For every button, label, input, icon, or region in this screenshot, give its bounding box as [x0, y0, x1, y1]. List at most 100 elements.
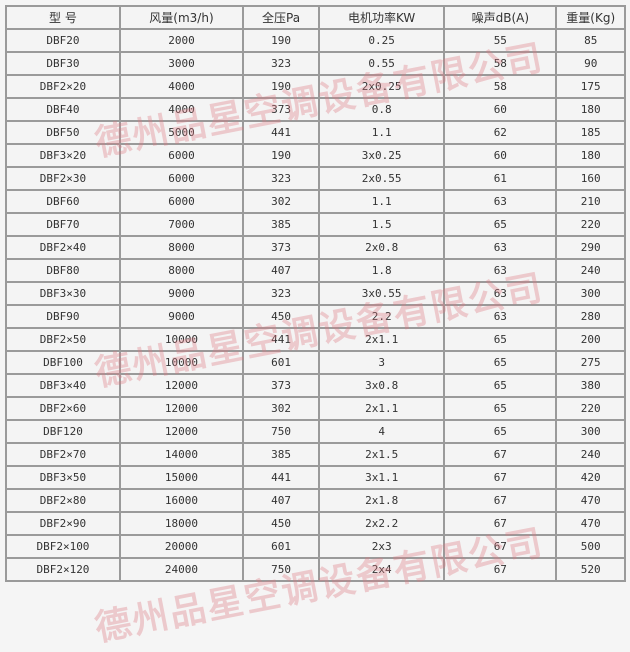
table-cell: 323: [242, 281, 321, 306]
table-cell: DBF2×50: [5, 327, 121, 352]
table-cell: 373: [242, 373, 321, 398]
table-cell: DBF40: [5, 97, 121, 122]
column-header: 风量(m3/h): [118, 5, 245, 30]
table-cell: 24000: [118, 557, 245, 582]
table-cell: 280: [555, 304, 626, 329]
table-cell: 63: [443, 304, 558, 329]
table-cell: 67: [443, 534, 558, 559]
table-row: DBF2×60 12000 302 2x1.1 65 220: [5, 396, 626, 421]
table-cell: 65: [443, 212, 558, 237]
table-row: DBF3×50 15000 441 3x1.1 67 420: [5, 465, 626, 490]
table-cell: DBF3×30: [5, 281, 121, 306]
table-cell: 500: [555, 534, 626, 559]
table-cell: 16000: [118, 488, 245, 513]
table-cell: 180: [555, 97, 626, 122]
table-cell: 190: [242, 143, 321, 168]
table-cell: 2x4: [318, 557, 446, 582]
table-cell: DBF3×50: [5, 465, 121, 490]
table-cell: DBF70: [5, 212, 121, 237]
column-header: 电机功率KW: [318, 5, 446, 30]
table-cell: 65: [443, 373, 558, 398]
table-cell: 240: [555, 258, 626, 283]
fan-spec-table: 型 号风量(m3/h) 全压Pa 电机功率KW 噪声dB(A) 重量(Kg) DBF20…: [5, 5, 626, 582]
table-cell: 0.25: [318, 28, 446, 53]
table-cell: 67: [443, 442, 558, 467]
table-cell: 2x1.1: [318, 327, 446, 352]
table-cell: DBF50: [5, 120, 121, 145]
table-cell: 18000: [118, 511, 245, 536]
table-cell: 67: [443, 465, 558, 490]
table-cell: 9000: [118, 281, 245, 306]
table-cell: 12000: [118, 419, 245, 444]
table-cell: 65: [443, 396, 558, 421]
table-cell: 63: [443, 281, 558, 306]
table-row: DBF2×20 4000 190 2x0.25 58 175: [5, 74, 626, 99]
table-row: DBF70 7000 385 1.5 65 220: [5, 212, 626, 237]
table-cell: 58: [443, 51, 558, 76]
table-cell: 2x1.5: [318, 442, 446, 467]
table-cell: 6000: [118, 189, 245, 214]
table-cell: DBF120: [5, 419, 121, 444]
table-cell: 14000: [118, 442, 245, 467]
table-row: DBF100 10000 601 3 65 275: [5, 350, 626, 375]
table-cell: 302: [242, 189, 321, 214]
header-row: 型 号风量(m3/h) 全压Pa 电机功率KW 噪声dB(A) 重量(Kg): [5, 5, 626, 30]
table-cell: 63: [443, 258, 558, 283]
table-cell: DBF2×90: [5, 511, 121, 536]
table-cell: 2x1.8: [318, 488, 446, 513]
table-cell: 63: [443, 235, 558, 260]
table-cell: 407: [242, 258, 321, 283]
table-cell: 4000: [118, 74, 245, 99]
table-cell: 190: [242, 28, 321, 53]
table-cell: 407: [242, 488, 321, 513]
table-cell: DBF30: [5, 51, 121, 76]
table-row: DBF50 5000 441 1.1 62 185: [5, 120, 626, 145]
table-cell: 1.1: [318, 120, 446, 145]
table-cell: 3000: [118, 51, 245, 76]
table-cell: DBF2×40: [5, 235, 121, 260]
table-cell: 323: [242, 51, 321, 76]
table-cell: 2x0.55: [318, 166, 446, 191]
table-cell: 4: [318, 419, 446, 444]
table-row: DBF3×40 12000 373 3x0.8 65 380: [5, 373, 626, 398]
table-cell: DBF20: [5, 28, 121, 53]
table-cell: 12000: [118, 396, 245, 421]
table-cell: 2x0.25: [318, 74, 446, 99]
table-row: DBF2×70 14000 385 2x1.5 67 240: [5, 442, 626, 467]
table-cell: 3: [318, 350, 446, 375]
table-cell: 240: [555, 442, 626, 467]
table-cell: 601: [242, 534, 321, 559]
table-cell: 470: [555, 488, 626, 513]
table-cell: 55: [443, 28, 558, 53]
table-cell: 2x3: [318, 534, 446, 559]
table-cell: 450: [242, 304, 321, 329]
table-cell: 60: [443, 143, 558, 168]
table-cell: 373: [242, 97, 321, 122]
table-cell: 750: [242, 557, 321, 582]
table-cell: 65: [443, 350, 558, 375]
table-cell: 3x1.1: [318, 465, 446, 490]
table-cell: 450: [242, 511, 321, 536]
table-cell: 385: [242, 442, 321, 467]
table-row: DBF3×20 6000 190 3x0.25 60 180: [5, 143, 626, 168]
table-cell: 0.8: [318, 97, 446, 122]
table-cell: 5000: [118, 120, 245, 145]
table-cell: DBF90: [5, 304, 121, 329]
table-cell: 220: [555, 212, 626, 237]
table-row: DBF20 2000 190 0.25 55 85: [5, 28, 626, 53]
table-row: DBF80 8000 407 1.8 63 240: [5, 258, 626, 283]
table-cell: 180: [555, 143, 626, 168]
table-cell: DBF2×60: [5, 396, 121, 421]
table-cell: 2x1.1: [318, 396, 446, 421]
table-cell: 2000: [118, 28, 245, 53]
table-cell: 61: [443, 166, 558, 191]
table-cell: 8000: [118, 235, 245, 260]
table-cell: DBF2×120: [5, 557, 121, 582]
table-cell: 9000: [118, 304, 245, 329]
table-cell: 441: [242, 465, 321, 490]
table-cell: 210: [555, 189, 626, 214]
table-cell: 62: [443, 120, 558, 145]
table-cell: DBF2×100: [5, 534, 121, 559]
table-cell: DBF80: [5, 258, 121, 283]
table-row: DBF40 4000 373 0.8 60 180: [5, 97, 626, 122]
